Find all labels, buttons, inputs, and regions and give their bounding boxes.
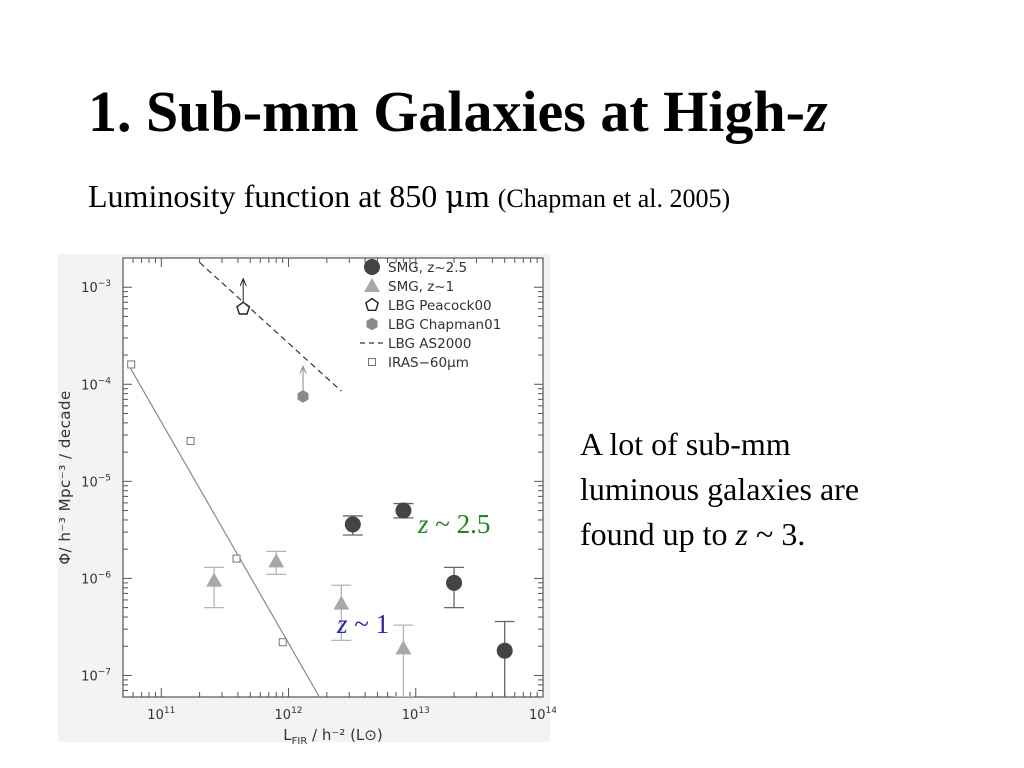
data-point: [127, 360, 136, 369]
marks-group: [127, 261, 515, 697]
legend-marker: [364, 278, 380, 292]
subtitle-citation: (Chapman et al. 2005): [497, 184, 731, 213]
legend-label: LBG Peacock00: [388, 298, 492, 314]
legend-marker: [366, 317, 378, 331]
data-point: [186, 437, 195, 446]
series-3: [297, 365, 309, 403]
title-variable: z: [805, 79, 828, 144]
y-axis-label: Φ/ h⁻³ Mpc⁻³ / decade: [56, 390, 74, 565]
limit-arrow-head: [299, 365, 307, 374]
legend-label: SMG, z~1: [388, 279, 454, 295]
series-1: [204, 550, 414, 697]
note-line-1: A lot of sub-mm: [580, 426, 791, 462]
y-tick-label: 10−6: [81, 570, 111, 587]
x-tick-label: 1013: [402, 706, 430, 723]
x-tick-label-base: 10: [529, 708, 546, 723]
data-point: [395, 640, 412, 655]
x-axis-label: LFIR / h⁻² (L⊙): [283, 726, 382, 744]
series-5: [127, 360, 320, 697]
note-line-2: luminous galaxies are: [580, 471, 860, 507]
x-tick-label-base: 10: [147, 708, 164, 723]
subtitle-unit: m: [464, 178, 498, 214]
legend-marker: [368, 358, 376, 366]
slide-subtitle: Luminosity function at 850 μm (Chapman e…: [88, 178, 730, 215]
annotation-text: ~ 2.5: [429, 509, 491, 539]
x-tick-label: 1011: [147, 706, 175, 723]
y-tick-label-base: 10: [81, 281, 98, 296]
x-tick-label-base: 10: [402, 708, 419, 723]
subtitle-mu: μ: [445, 180, 465, 215]
legend-label: LBG AS2000: [388, 336, 471, 352]
data-point: [268, 553, 285, 568]
y-tick-label-exp: −3: [98, 279, 111, 289]
y-tick-label-exp: −4: [98, 376, 112, 386]
y-tick-label-exp: −5: [98, 473, 111, 483]
data-point: [278, 638, 287, 647]
data-point: [496, 642, 513, 659]
title-text: 1. Sub-mm Galaxies at High-: [88, 79, 805, 144]
legend-label: SMG, z~2.5: [388, 260, 467, 276]
limit-arrow-head: [239, 277, 247, 286]
y-tick-label: 10−5: [81, 473, 111, 490]
legend-marker: [364, 259, 380, 275]
note-line-3-suffix: ~ 3.: [748, 516, 806, 552]
x-tick-label-exp: 12: [291, 706, 302, 716]
x-tick-label: 1014: [529, 706, 556, 723]
legend: SMG, z~2.5 SMG, z~1 LBG Peacock00 LBG Chapm…: [360, 259, 501, 371]
lbg-as2000-line: [199, 261, 342, 392]
annotation-text: ~ 1: [348, 609, 390, 639]
series-4: [199, 261, 342, 392]
x-axis-label-main: L: [283, 726, 292, 744]
series-0: [342, 502, 515, 697]
y-tick-label-base: 10: [81, 475, 98, 490]
y-tick-label: 10−3: [81, 279, 111, 296]
x-axis-label-rest: / h⁻² (L: [307, 726, 365, 744]
y-tick-label-exp: −6: [98, 570, 112, 580]
slide-title: 1. Sub-mm Galaxies at High-z: [88, 78, 828, 145]
x-tick-label-exp: 13: [418, 706, 429, 716]
x-tick-label-exp: 14: [546, 706, 556, 716]
annotation-label: z ~ 2.5: [417, 509, 490, 539]
note-line-3: found up to z ~ 3.: [580, 512, 980, 557]
annotations-group: z ~ 2.5z ~ 1: [336, 509, 490, 639]
y-tick-label: 10−7: [81, 667, 111, 684]
x-tick-label: 1012: [275, 706, 303, 723]
y-tick-label-base: 10: [81, 572, 98, 587]
legend-label: IRAS−60μm: [388, 355, 469, 371]
annotation-var: z: [336, 609, 348, 639]
iras-fit-line: [127, 364, 320, 697]
note-line-3-var: z: [735, 516, 748, 552]
data-point: [446, 574, 463, 591]
x-tick-label-base: 10: [275, 708, 292, 723]
y-tick-label-base: 10: [81, 669, 98, 684]
legend-label: LBG Chapman01: [388, 317, 501, 333]
y-tick-label: 10−4: [81, 376, 111, 393]
annotation-var: z: [417, 509, 429, 539]
note-line-3-prefix: found up to: [580, 516, 736, 552]
data-point: [206, 572, 223, 587]
legend-marker: [364, 297, 380, 311]
x-axis-label-sun: ⊙: [364, 726, 377, 744]
annotation-label: z ~ 1: [336, 609, 389, 639]
data-point: [297, 390, 309, 403]
y-tick-label-exp: −7: [98, 667, 111, 677]
data-point: [344, 516, 361, 533]
y-tick-label-base: 10: [81, 378, 98, 393]
x-axis-label-sub: FIR: [292, 736, 308, 744]
slide-note: A lot of sub-mm luminous galaxies are fo…: [580, 422, 980, 557]
subtitle-text: Luminosity function at 850: [88, 178, 446, 214]
x-tick-label-exp: 11: [164, 706, 175, 716]
data-point: [395, 502, 412, 519]
x-axis-label-close: ): [377, 726, 383, 744]
data-point: [333, 595, 350, 610]
data-point: [232, 554, 241, 563]
